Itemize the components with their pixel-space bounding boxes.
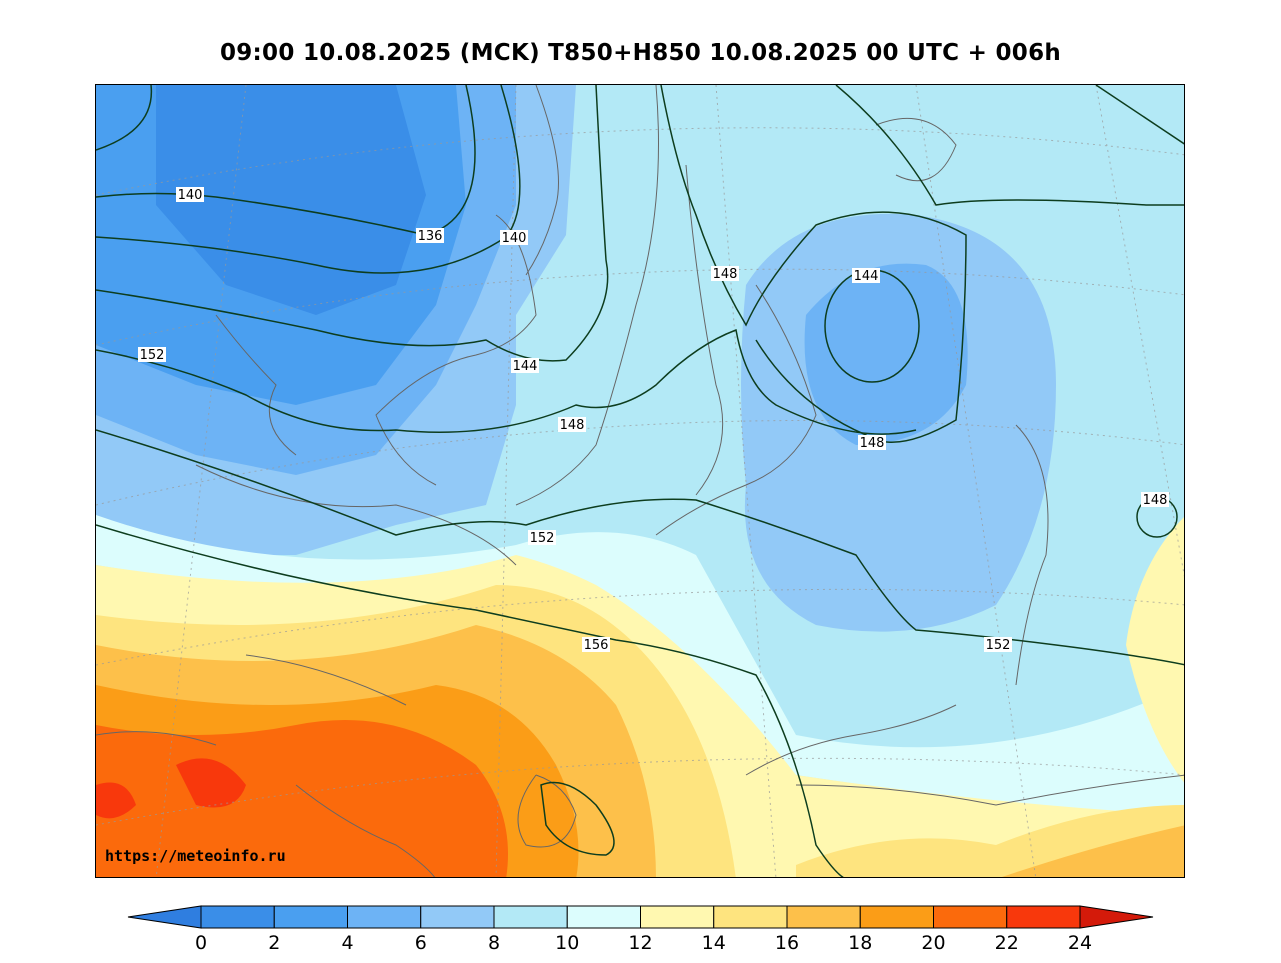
isoline-label: 152 [984,637,1012,653]
svg-text:152: 152 [140,348,165,363]
svg-text:148: 148 [1143,493,1168,508]
colorbar-tick-label: 22 [995,932,1019,954]
colorbar-over-arrow [1079,905,1154,929]
graticule [96,85,1184,877]
map-frame: 140 136 140 148 144 152 144 148 148 152 … [95,84,1185,878]
map-canvas: 140 136 140 148 144 152 144 148 148 152 … [96,85,1184,877]
svg-text:148: 148 [713,267,738,282]
colorbar-box [420,905,495,929]
colorbar-tick-label: 20 [921,932,945,954]
colorbar-box [713,905,788,929]
watermark: https://meteoinfo.ru [105,847,286,865]
colorbar-under-arrow [127,905,202,929]
colorbar-tick-label: 2 [268,932,280,954]
colorbar-tick-label: 8 [488,932,500,954]
geopotential-isolines [96,85,1184,877]
isoline-label: 140 [176,187,204,203]
isoline-label: 148 [1141,492,1169,508]
colorbar-tick-label: 14 [702,932,726,954]
colorbar-box [640,905,715,929]
svg-text:148: 148 [560,418,585,433]
colorbar-tick-label: 24 [1068,932,1092,954]
colorbar-tick-label: 12 [628,932,652,954]
isoline-labels: 140 136 140 148 144 152 144 148 148 152 … [138,187,1169,653]
isoline-label: 152 [528,530,556,546]
colorbar-tick-label: 10 [555,932,579,954]
svg-text:140: 140 [178,188,203,203]
coastlines [96,85,1184,877]
svg-text:144: 144 [513,359,538,374]
temperature-fill [96,85,1184,877]
svg-text:152: 152 [986,638,1011,653]
isoline-label: 148 [711,266,739,282]
colorbar-tick-label: 18 [848,932,872,954]
colorbar-box [786,905,861,929]
isoline-label: 152 [138,347,166,363]
colorbar: 0 2 4 6 8 10 12 14 16 18 20 22 24 [127,905,1154,954]
page-title: 09:00 10.08.2025 (MCK) T850+H850 10.08.2… [219,40,1062,66]
isoline-label: 140 [500,230,528,246]
colorbar-labels: 0 2 4 6 8 10 12 14 16 18 20 22 24 [195,932,1092,954]
colorbar-box [1006,905,1081,929]
isoline-label: 136 [416,228,444,244]
colorbar-tick-label: 0 [195,932,207,954]
svg-text:140: 140 [502,231,527,246]
colorbar-box [933,905,1008,929]
isoline-label: 156 [582,637,610,653]
isoline-label: 144 [852,268,880,284]
colorbar-box [859,905,934,929]
isoline-label: 144 [511,358,539,374]
colorbar-tick-label: 6 [415,932,427,954]
colorbar-box [493,905,568,929]
svg-text:136: 136 [418,229,443,244]
svg-text:156: 156 [584,638,609,653]
colorbar-boxes [200,905,1081,929]
isoline-label: 148 [858,435,886,451]
colorbar-box [347,905,422,929]
colorbar-box [200,905,275,929]
svg-text:152: 152 [530,531,555,546]
colorbar-box [273,905,348,929]
colorbar-tick-label: 4 [341,932,353,954]
colorbar-box [566,905,641,929]
colorbar-tick-label: 16 [775,932,799,954]
svg-text:148: 148 [860,436,885,451]
isoline-label: 148 [558,417,586,433]
svg-text:144: 144 [854,269,879,284]
